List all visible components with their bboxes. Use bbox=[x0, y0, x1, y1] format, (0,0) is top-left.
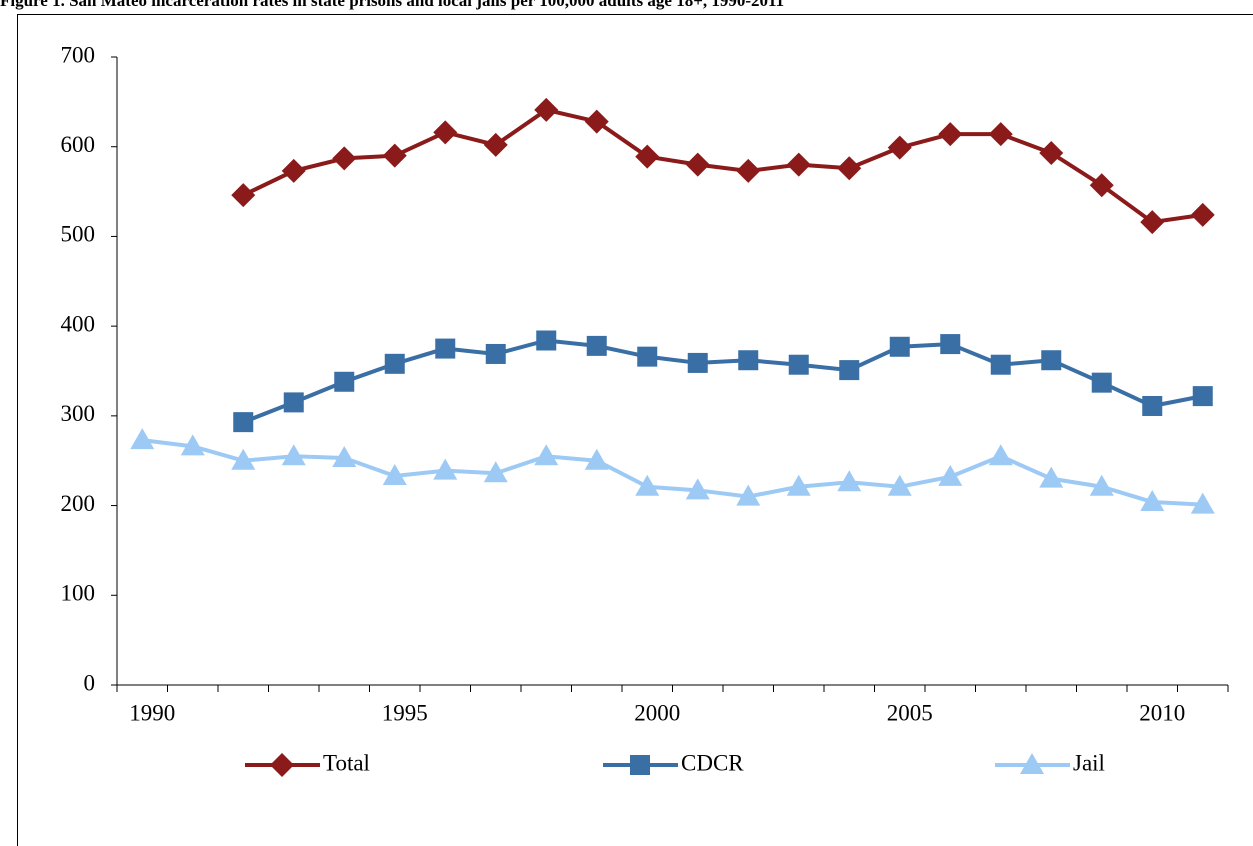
data-point bbox=[1140, 210, 1165, 235]
data-point bbox=[332, 446, 357, 468]
y-tick-label: 100 bbox=[61, 581, 96, 606]
data-point bbox=[283, 392, 304, 413]
x-tick-label: 1990 bbox=[129, 700, 175, 725]
data-point bbox=[483, 132, 508, 157]
x-tick-label: 1995 bbox=[382, 700, 428, 725]
data-point bbox=[988, 122, 1013, 147]
data-point bbox=[837, 156, 862, 181]
data-point bbox=[433, 458, 458, 480]
y-tick-label: 200 bbox=[61, 491, 96, 516]
data-point bbox=[536, 330, 557, 351]
y-tick-label: 700 bbox=[61, 42, 96, 67]
data-point bbox=[736, 484, 761, 506]
data-point bbox=[635, 474, 660, 496]
data-point bbox=[940, 334, 961, 355]
data-point bbox=[334, 371, 355, 392]
data-point bbox=[281, 444, 306, 466]
data-point bbox=[534, 444, 559, 466]
series-line bbox=[142, 438, 1203, 507]
data-point bbox=[788, 354, 809, 375]
data-point bbox=[938, 464, 963, 486]
data-point bbox=[1190, 492, 1215, 514]
legend-marker bbox=[1020, 753, 1044, 774]
data-point bbox=[534, 97, 559, 122]
legend-label: CDCR bbox=[681, 750, 744, 775]
data-point bbox=[584, 448, 609, 470]
data-point bbox=[1140, 489, 1165, 511]
data-point bbox=[887, 474, 912, 496]
data-point bbox=[837, 470, 862, 492]
data-point bbox=[938, 122, 963, 147]
x-tick-label: 2010 bbox=[1139, 700, 1185, 725]
legend-marker bbox=[270, 753, 294, 777]
chart-frame bbox=[17, 14, 1253, 846]
data-point bbox=[483, 461, 508, 483]
y-tick-label: 500 bbox=[61, 222, 96, 247]
data-point bbox=[1089, 474, 1114, 496]
data-point bbox=[889, 336, 910, 357]
data-point bbox=[685, 478, 710, 500]
data-point bbox=[988, 444, 1013, 466]
data-point bbox=[1190, 202, 1215, 227]
data-point bbox=[1142, 395, 1163, 416]
data-point bbox=[1039, 140, 1064, 165]
data-point bbox=[786, 152, 811, 177]
data-point bbox=[382, 143, 407, 168]
legend-label: Jail bbox=[1073, 750, 1105, 775]
y-tick-label: 400 bbox=[61, 311, 96, 336]
data-point bbox=[786, 474, 811, 496]
data-point bbox=[1192, 386, 1213, 407]
data-point bbox=[736, 158, 761, 183]
data-point bbox=[887, 135, 912, 160]
data-point bbox=[233, 412, 254, 433]
y-tick-label: 300 bbox=[61, 401, 96, 426]
data-point bbox=[1041, 350, 1062, 371]
data-point bbox=[435, 338, 456, 359]
chart-title: Figure 1. San Mateo incarceration rates … bbox=[0, 0, 784, 10]
data-point bbox=[584, 109, 609, 134]
data-point bbox=[586, 335, 607, 356]
y-tick-label: 600 bbox=[61, 132, 96, 157]
y-tick-label: 0 bbox=[84, 670, 96, 695]
data-point bbox=[433, 120, 458, 145]
data-point bbox=[990, 354, 1011, 375]
data-point bbox=[281, 158, 306, 183]
data-point bbox=[738, 350, 759, 371]
data-point bbox=[685, 152, 710, 177]
data-point bbox=[384, 353, 405, 374]
data-point bbox=[1091, 372, 1112, 393]
data-point bbox=[1039, 466, 1064, 488]
data-point bbox=[485, 343, 506, 364]
x-tick-label: 2000 bbox=[634, 700, 680, 725]
data-point bbox=[637, 346, 658, 367]
legend-label: Total bbox=[323, 750, 370, 775]
data-point bbox=[382, 463, 407, 485]
data-point bbox=[231, 448, 256, 470]
legend-marker bbox=[630, 755, 650, 775]
data-point bbox=[1089, 173, 1114, 198]
data-point bbox=[687, 352, 708, 373]
data-point bbox=[180, 434, 205, 456]
data-point bbox=[130, 428, 155, 450]
data-point bbox=[231, 183, 256, 208]
data-point bbox=[839, 360, 860, 381]
x-tick-label: 2005 bbox=[887, 700, 933, 725]
data-point bbox=[332, 146, 357, 171]
data-point bbox=[635, 144, 660, 169]
series-line bbox=[242, 107, 1204, 225]
